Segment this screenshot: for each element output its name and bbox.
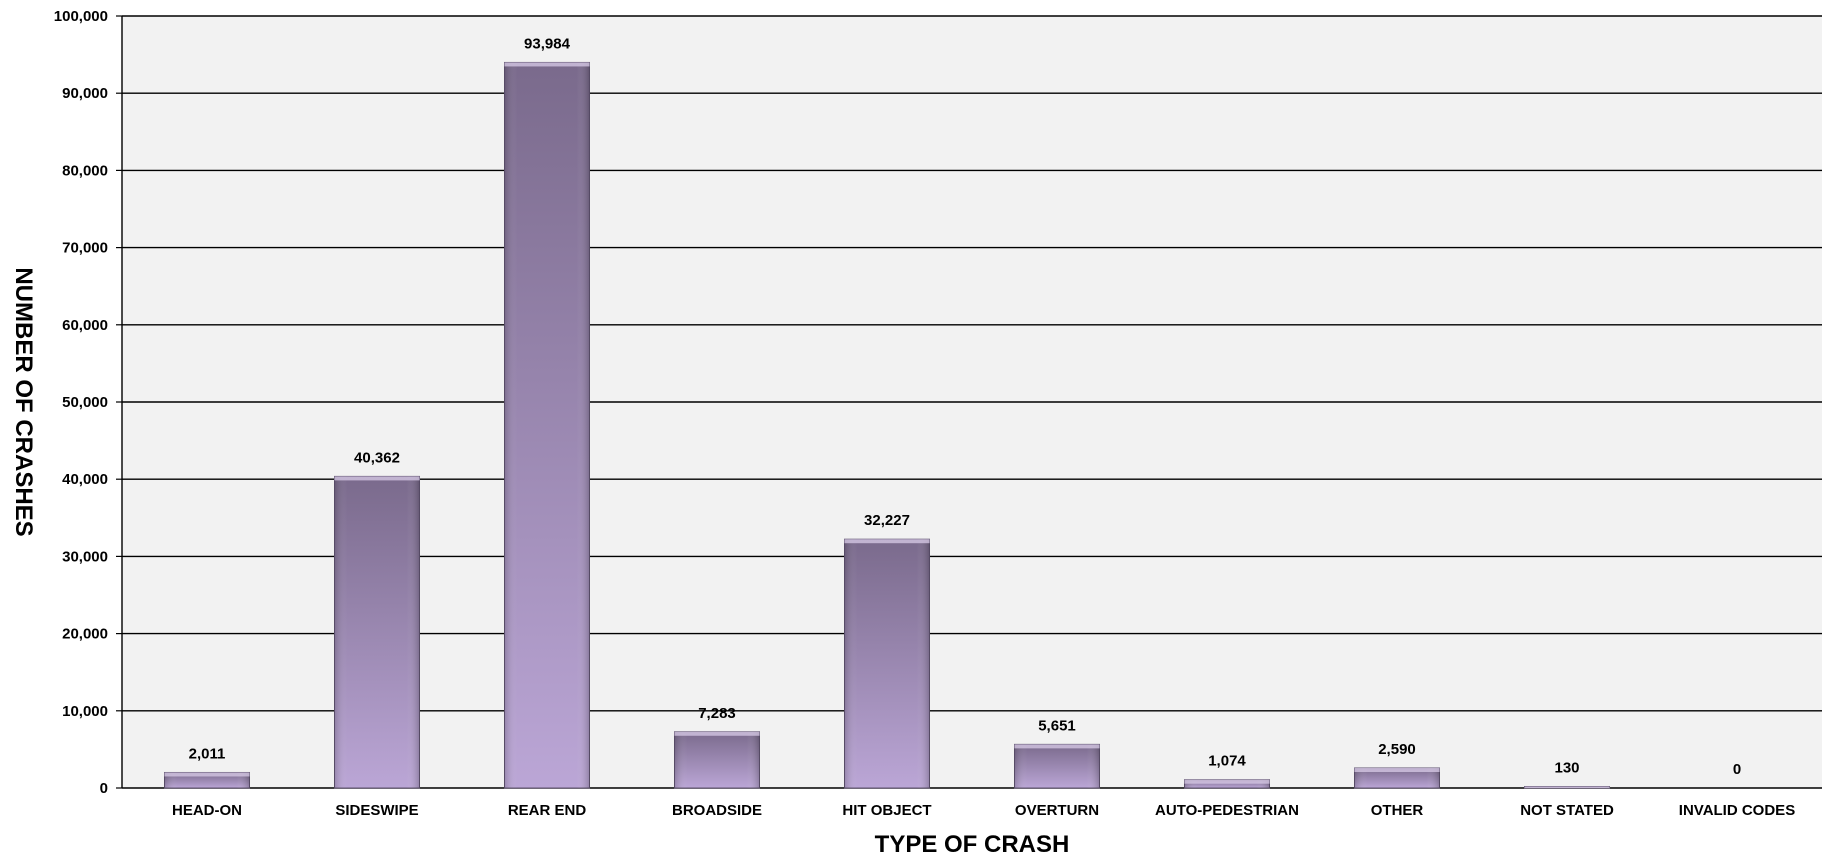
y-tick-label: 70,000 [62,240,108,257]
y-tick-label: 90,000 [62,85,108,102]
bar-cap [844,539,930,544]
y-tick-label: 10,000 [62,703,108,720]
x-tick-label: HEAD-ON [172,802,242,819]
x-tick-label: OVERTURN [1015,802,1099,819]
bar-cap [674,731,760,736]
data-labels: 2,011 40,362 93,984 7,283 32,227 5,651 1,074 2,… [189,35,1742,778]
bar-cap [164,772,250,777]
y-tick-label: 60,000 [62,317,108,334]
bar-shading [844,539,930,788]
y-tick-label: 80,000 [62,162,108,179]
bar-shading [1014,744,1100,788]
bar-shading [334,476,420,788]
x-tick-label: SIDESWIPE [335,802,418,819]
bar-shading [504,62,590,788]
y-tick-label: 100,000 [54,8,108,25]
x-axis-ticks: HEAD-ON SIDESWIPE REAR END BROADSIDE HIT OBJ… [172,802,1795,819]
x-axis-title: TYPE OF CRASH [875,831,1070,858]
bar-cap [1354,768,1440,773]
data-label: 32,227 [864,512,910,529]
x-tick-label: OTHER [1371,802,1424,819]
y-tick-label: 40,000 [62,471,108,488]
bar-cap [1524,786,1610,788]
x-tick-label: BROADSIDE [672,802,762,819]
data-label: 5,651 [1038,717,1076,734]
x-tick-label: HIT OBJECT [842,802,931,819]
y-axis-title: NUMBER OF CRASHES [10,267,37,536]
bar-shading [1184,779,1270,788]
y-tick-label: 30,000 [62,548,108,565]
x-tick-label: REAR END [508,802,587,819]
bar-cap [504,62,590,67]
bar-shading [674,731,760,788]
data-label: 2,590 [1378,741,1416,758]
y-tick-label: 0 [100,780,108,797]
data-label: 40,362 [354,449,400,466]
data-label: 93,984 [524,35,571,52]
data-label: 1,074 [1208,753,1246,770]
y-tick-label: 20,000 [62,626,108,643]
y-tick-label: 50,000 [62,394,108,411]
data-label: 7,283 [698,705,736,722]
bars [164,61,1610,789]
x-tick-label: AUTO-PEDESTRIAN [1155,802,1299,819]
data-label: 0 [1733,761,1741,778]
data-label: 130 [1554,760,1579,777]
x-tick-label: NOT STATED [1520,802,1614,819]
y-axis-ticks: 0 10,000 20,000 30,000 40,000 50,000 60,000 70,… [54,8,108,797]
bar-cap [1184,779,1270,784]
bar-cap [1014,744,1100,749]
bar-cap [334,476,420,481]
bar-shading [1354,768,1440,788]
x-tick-label: INVALID CODES [1679,802,1795,819]
data-label: 2,011 [189,745,226,762]
